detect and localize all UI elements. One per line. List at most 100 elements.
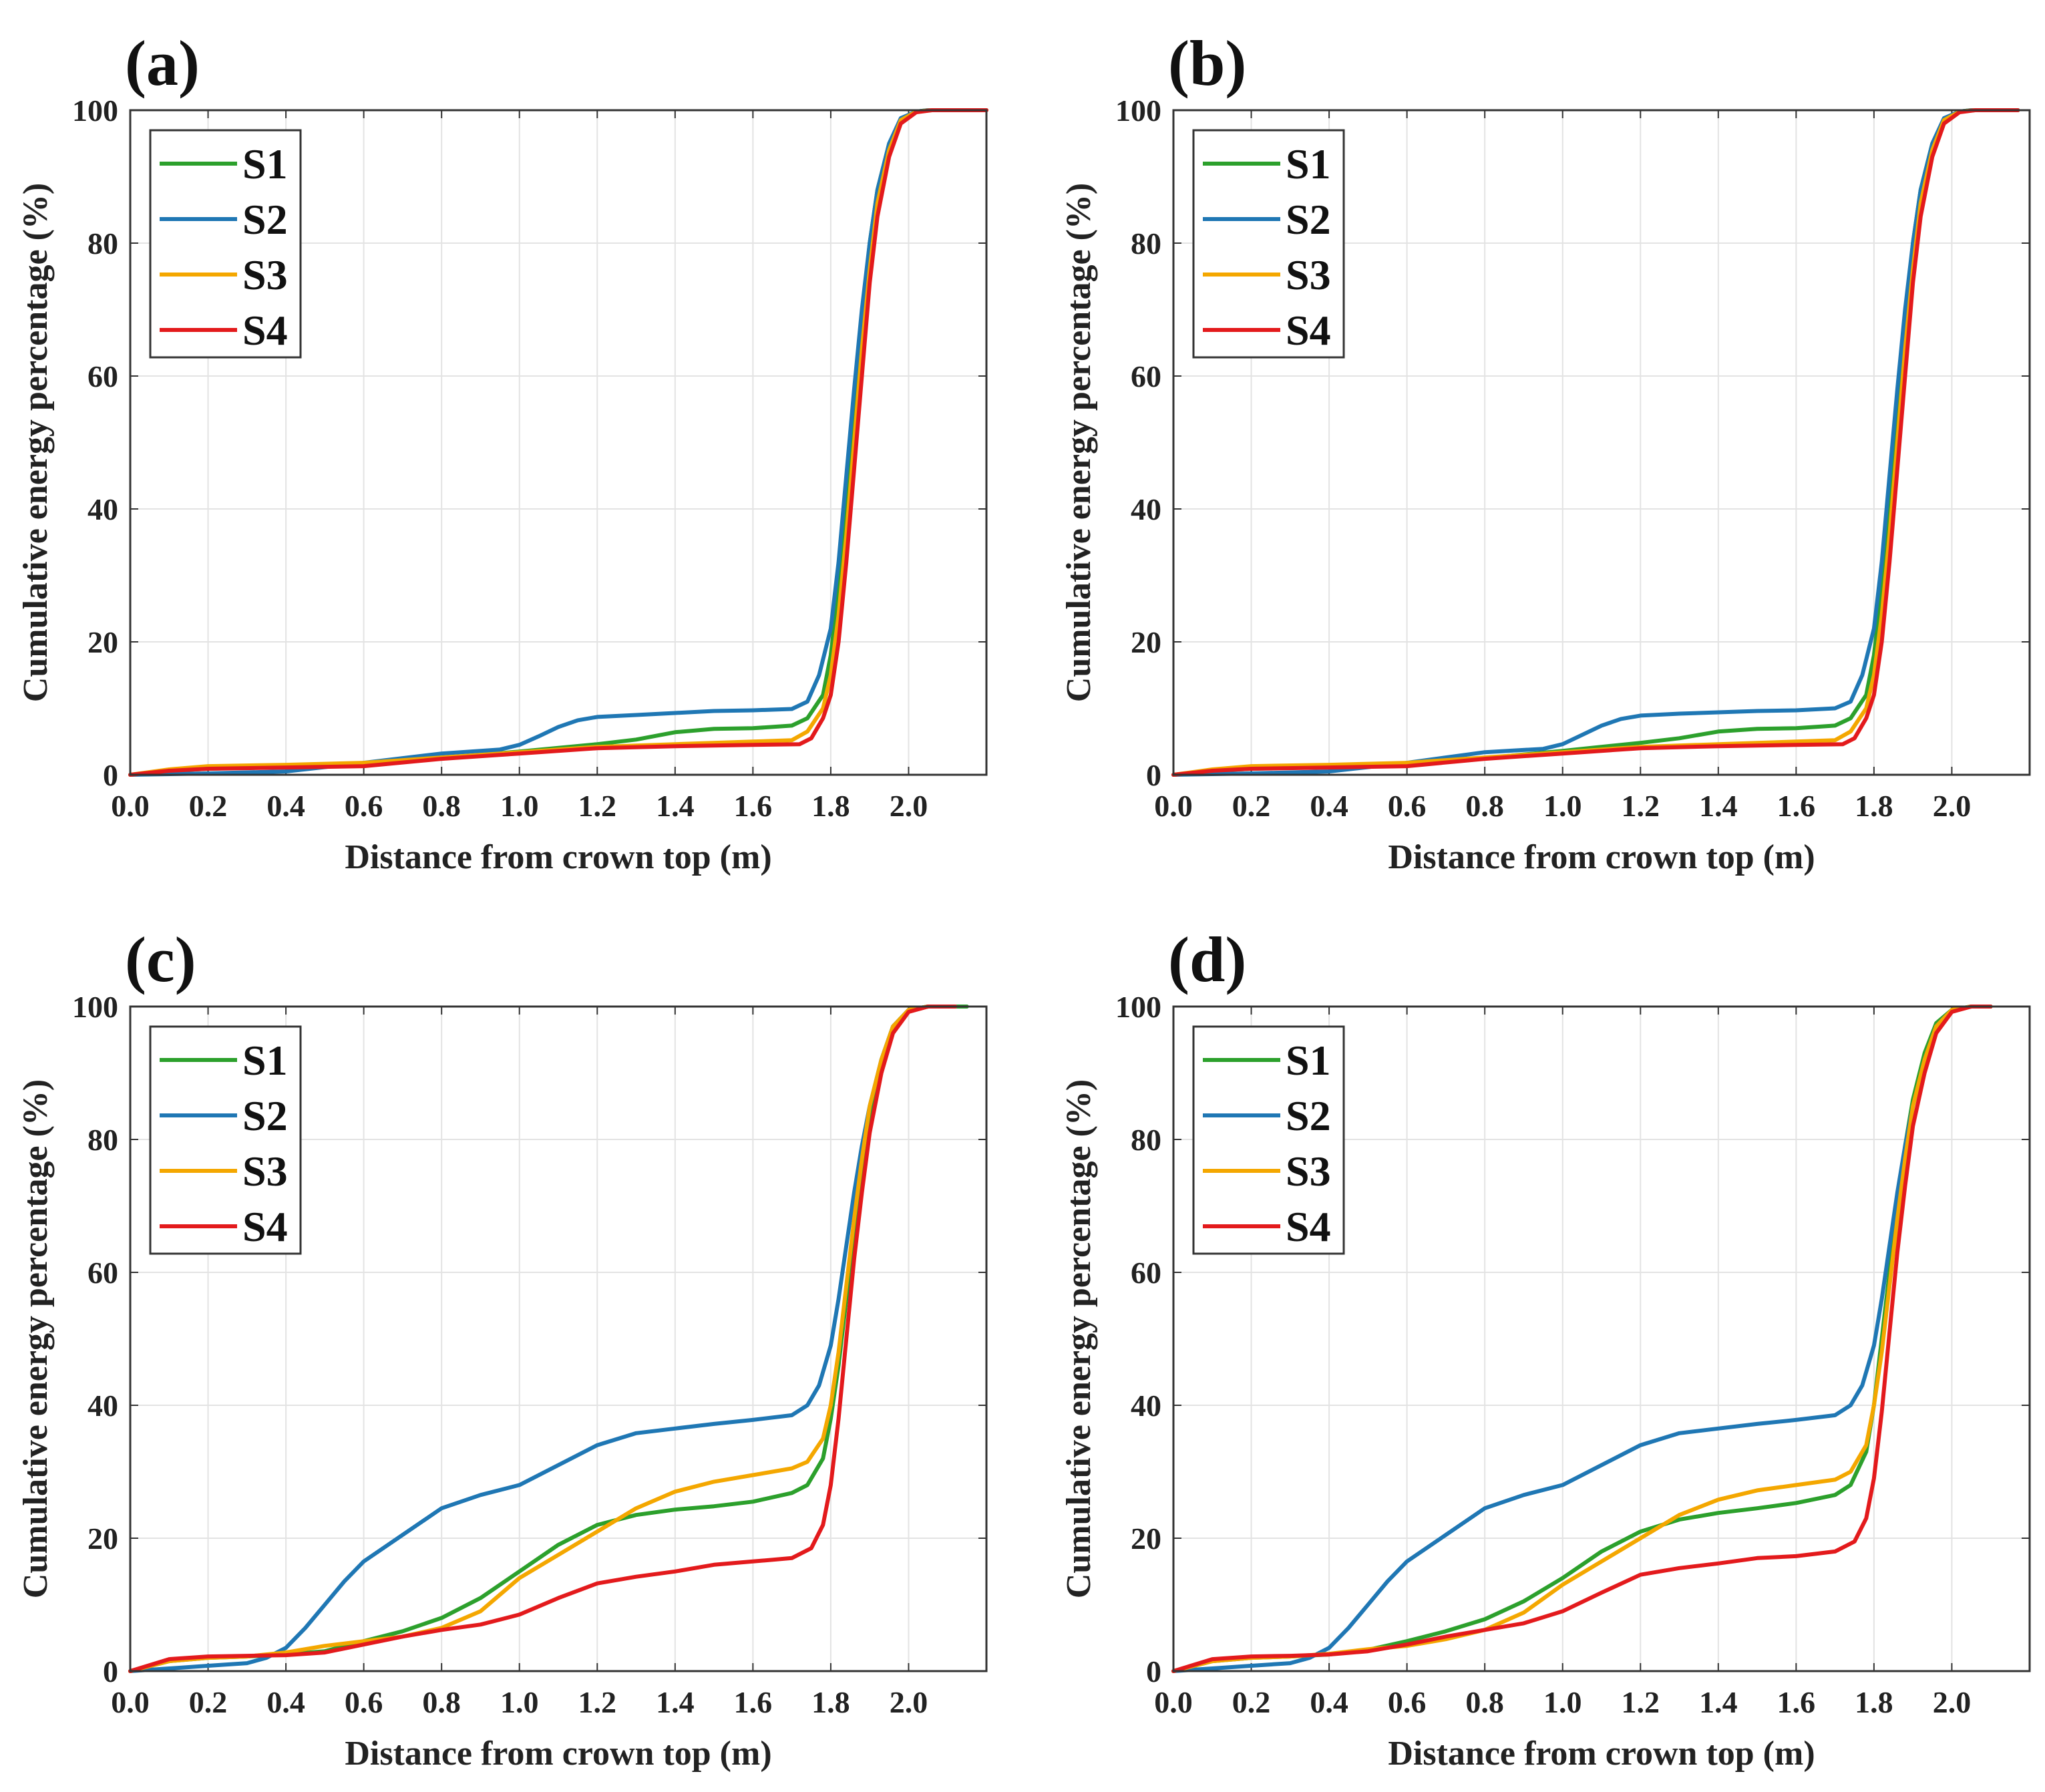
x-tick-label: 2.0: [1933, 789, 1972, 823]
x-tick-label: 1.8: [811, 789, 850, 823]
legend-box: [1192, 1025, 1345, 1255]
x-tick-label: 1.6: [734, 1685, 773, 1719]
x-tick-label: 0.4: [1310, 1685, 1348, 1719]
axes-frame: [1172, 1005, 2031, 1672]
x-tick-label: 0.6: [345, 1685, 383, 1719]
x-tick-label: 1.4: [1699, 1685, 1738, 1719]
y-tick-label: 40: [1131, 1389, 1161, 1423]
x-tick-label: 2.0: [890, 789, 928, 823]
chart-panel: (d) 0.0 0.2 0.4 0.6 0.8 1.0 1.2 1.4 1.6 1.8 2.0 0 20 4…: [1060, 924, 2031, 1773]
y-tick-label: 40: [87, 492, 118, 526]
x-axis-label: Distance from crown top (m): [1388, 838, 1815, 876]
panel-label: (b): [1168, 27, 1246, 99]
x-tick-label: 0.8: [1465, 1685, 1504, 1719]
x-tick-label: 0.2: [1232, 789, 1271, 823]
legend-label: S4: [1286, 1203, 1331, 1250]
x-tick-label: 0.6: [345, 789, 383, 823]
axes-frame: [129, 1005, 988, 1672]
legend-box: [149, 129, 302, 359]
y-axis-label: Cumulative energy percentage (%): [17, 183, 55, 702]
legend-label: S2: [1286, 196, 1331, 243]
x-tick-label: 0.6: [1388, 1685, 1427, 1719]
x-tick-label: 2.0: [1933, 1685, 1972, 1719]
panel-label: (c): [125, 924, 196, 995]
legend: S1 S2 S3 S4: [1192, 1025, 1345, 1255]
x-tick-label: 0.2: [189, 789, 228, 823]
series-line-s3: [1171, 108, 2020, 777]
y-tick-label: 60: [1131, 1256, 1161, 1290]
chart-panel: (c) 0.0 0.2 0.4 0.6 0.8 1.0 1.2 1.4 1.6 1.8 2.0 0 20 4…: [17, 924, 988, 1773]
legend-label: S3: [1286, 1147, 1331, 1195]
x-tick-label: 1.6: [1777, 1685, 1816, 1719]
x-tick-label: 1.6: [734, 789, 773, 823]
x-tick-label: 1.2: [1622, 1685, 1660, 1719]
y-axis-label: Cumulative energy percentage (%): [17, 1079, 55, 1598]
legend: S1 S2 S3 S4: [149, 129, 302, 359]
legend-box: [1192, 129, 1345, 359]
series-line-s3: [128, 108, 988, 777]
y-tick-label: 60: [1131, 359, 1161, 393]
y-tick-label: 20: [1131, 1521, 1161, 1556]
panel-label: (d): [1168, 924, 1246, 995]
y-tick-label: 60: [87, 359, 118, 393]
x-tick-label: 1.0: [1543, 1685, 1582, 1719]
legend: S1 S2 S3 S4: [149, 1025, 302, 1255]
y-tick-label: 0: [1146, 1654, 1161, 1688]
legend-label: S2: [242, 1092, 288, 1139]
series-line-s4: [128, 108, 988, 777]
y-tick-label: 40: [1131, 492, 1161, 526]
y-tick-label: 80: [1131, 226, 1161, 260]
chart-panel: (a) 0.0 0.2 0.4 0.6 0.8 1.0 1.2 1.4 1.6 1.8 2.0 0 20 4…: [17, 27, 988, 876]
x-tick-label: 2.0: [890, 1685, 928, 1719]
x-tick-label: 0.0: [1154, 789, 1193, 823]
legend-label: S3: [242, 251, 288, 299]
legend: S1 S2 S3 S4: [1192, 129, 1345, 359]
x-axis-label: Distance from crown top (m): [345, 1735, 771, 1773]
y-axis-label: Cumulative energy percentage (%): [1060, 1079, 1098, 1598]
legend-label: S4: [242, 1203, 288, 1250]
x-tick-label: 0.8: [1465, 789, 1504, 823]
series-line-s4: [1171, 108, 2020, 777]
x-tick-label: 0.0: [1154, 1685, 1193, 1719]
legend-label: S1: [1286, 140, 1331, 188]
x-tick-label: 1.4: [656, 1685, 695, 1719]
y-tick-label: 100: [1115, 990, 1161, 1024]
y-tick-label: 100: [72, 94, 118, 128]
x-tick-label: 0.4: [266, 789, 305, 823]
x-tick-label: 1.8: [811, 1685, 850, 1719]
series-line-s2: [1171, 108, 2020, 777]
y-tick-label: 20: [87, 625, 118, 659]
x-tick-label: 1.2: [578, 1685, 617, 1719]
legend-label: S4: [1286, 307, 1331, 354]
x-tick-label: 0.2: [1232, 1685, 1271, 1719]
y-axis-label: Cumulative energy percentage (%): [1060, 183, 1098, 702]
x-tick-label: 1.0: [500, 789, 539, 823]
x-tick-label: 0.4: [1310, 789, 1348, 823]
series-line-s2: [128, 108, 988, 777]
y-tick-label: 100: [1115, 94, 1161, 128]
series-line-s3: [128, 1005, 958, 1673]
axes-frame: [129, 109, 988, 776]
y-tick-label: 40: [87, 1389, 118, 1423]
x-tick-label: 1.8: [1855, 1685, 1893, 1719]
series-line-s4: [1171, 1005, 1993, 1673]
x-tick-label: 1.2: [1622, 789, 1660, 823]
x-tick-label: 0.4: [266, 1685, 305, 1719]
x-tick-label: 0.0: [111, 789, 150, 823]
y-tick-label: 80: [1131, 1123, 1161, 1157]
legend-label: S2: [242, 196, 288, 243]
x-tick-label: 1.8: [1855, 789, 1893, 823]
legend-label: S3: [242, 1147, 288, 1195]
x-tick-label: 1.0: [500, 1685, 539, 1719]
legend-label: S1: [1286, 1037, 1331, 1084]
legend-box: [149, 1025, 302, 1255]
x-tick-label: 0.6: [1388, 789, 1427, 823]
x-tick-label: 1.0: [1543, 789, 1582, 823]
axes-frame: [1172, 109, 2031, 776]
y-tick-label: 20: [87, 1521, 118, 1556]
y-tick-label: 0: [103, 1654, 118, 1688]
legend-label: S1: [242, 140, 288, 188]
x-axis-label: Distance from crown top (m): [1388, 1735, 1815, 1773]
x-tick-label: 0.2: [189, 1685, 228, 1719]
